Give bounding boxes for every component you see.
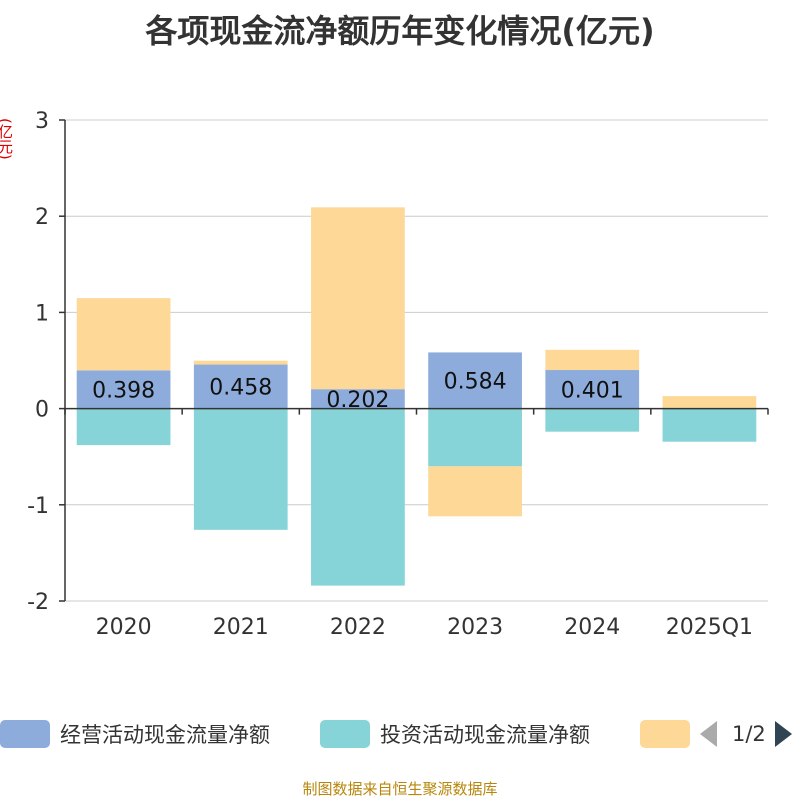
bar-series0-2022 — [311, 389, 405, 409]
bar-series2-2023 — [428, 466, 522, 517]
data-label: 0.398 — [92, 378, 155, 403]
legend-swatch-operating — [0, 720, 50, 748]
bar-series0-2024 — [545, 370, 640, 409]
bar-series2-2022 — [311, 207, 405, 390]
data-source-footer: 制图数据来自恒生聚源数据库 — [302, 780, 498, 798]
bar-series1-2020 — [76, 408, 171, 446]
legend-label-investing: 投资活动现金流量净额 — [380, 723, 590, 747]
y-tick-label: 0 — [35, 398, 49, 423]
legend-item-investing[interactable]: 投资活动现金流量净额 — [320, 716, 590, 752]
bar-series1-2022 — [311, 408, 405, 586]
bar-series0-2020 — [76, 370, 171, 409]
y-tick-label: 2 — [35, 205, 49, 230]
legend-pager: 1/2 — [700, 716, 792, 752]
bar-series2-2020 — [76, 298, 171, 371]
bar-series1-2024 — [545, 408, 640, 432]
bar-series2-2021 — [193, 360, 288, 365]
bar-series2-2024 — [545, 349, 640, 371]
stacked-bar-chart: -2 -1 0 1 2 3 2020 2021 2022 2023 2024 2025Q1 0.398 0… — [27, 109, 769, 640]
y-tick-label: -2 — [27, 590, 49, 615]
legend-next-page-icon[interactable] — [774, 721, 792, 747]
bar-series1-2023 — [428, 408, 522, 467]
x-tick-label: 2025Q1 — [666, 615, 753, 640]
legend-item-operating[interactable]: 经营活动现金流量净额 — [0, 716, 270, 752]
legend-item-financing[interactable] — [640, 716, 700, 752]
x-tick-label: 2020 — [96, 615, 152, 640]
legend-label-operating: 经营活动现金流量净额 — [60, 723, 270, 747]
bar-series1-2025Q1 — [662, 408, 757, 442]
data-label: 0.401 — [561, 378, 624, 403]
x-tick-label: 2023 — [447, 615, 503, 640]
legend-swatch-financing — [640, 720, 690, 748]
x-tick-label: 2024 — [564, 615, 620, 640]
legend-prev-page-icon[interactable] — [700, 721, 717, 747]
bar-series0-2021 — [193, 364, 288, 409]
x-tick-label: 2022 — [330, 615, 386, 640]
bar-series2-2025Q1 — [662, 396, 757, 409]
bar-series0-2023 — [428, 352, 522, 409]
chart-title: 各项现金流净额历年变化情况(亿元) — [145, 12, 655, 50]
legend: 经营活动现金流量净额 投资活动现金流量净额 1/2 — [0, 716, 800, 752]
data-label: 0.584 — [444, 370, 507, 395]
y-axis-unit-label: (亿元) — [0, 118, 14, 160]
bar-series1-2021 — [193, 408, 288, 530]
y-tick-label: 1 — [35, 301, 49, 326]
y-tick-label: -1 — [27, 494, 49, 519]
data-label: 0.458 — [209, 376, 272, 401]
y-tick-label: 3 — [35, 109, 49, 134]
data-label: 0.202 — [326, 388, 389, 413]
x-tick-label: 2021 — [213, 615, 269, 640]
legend-page-indicator: 1/2 — [732, 722, 766, 746]
legend-swatch-investing — [320, 720, 370, 748]
